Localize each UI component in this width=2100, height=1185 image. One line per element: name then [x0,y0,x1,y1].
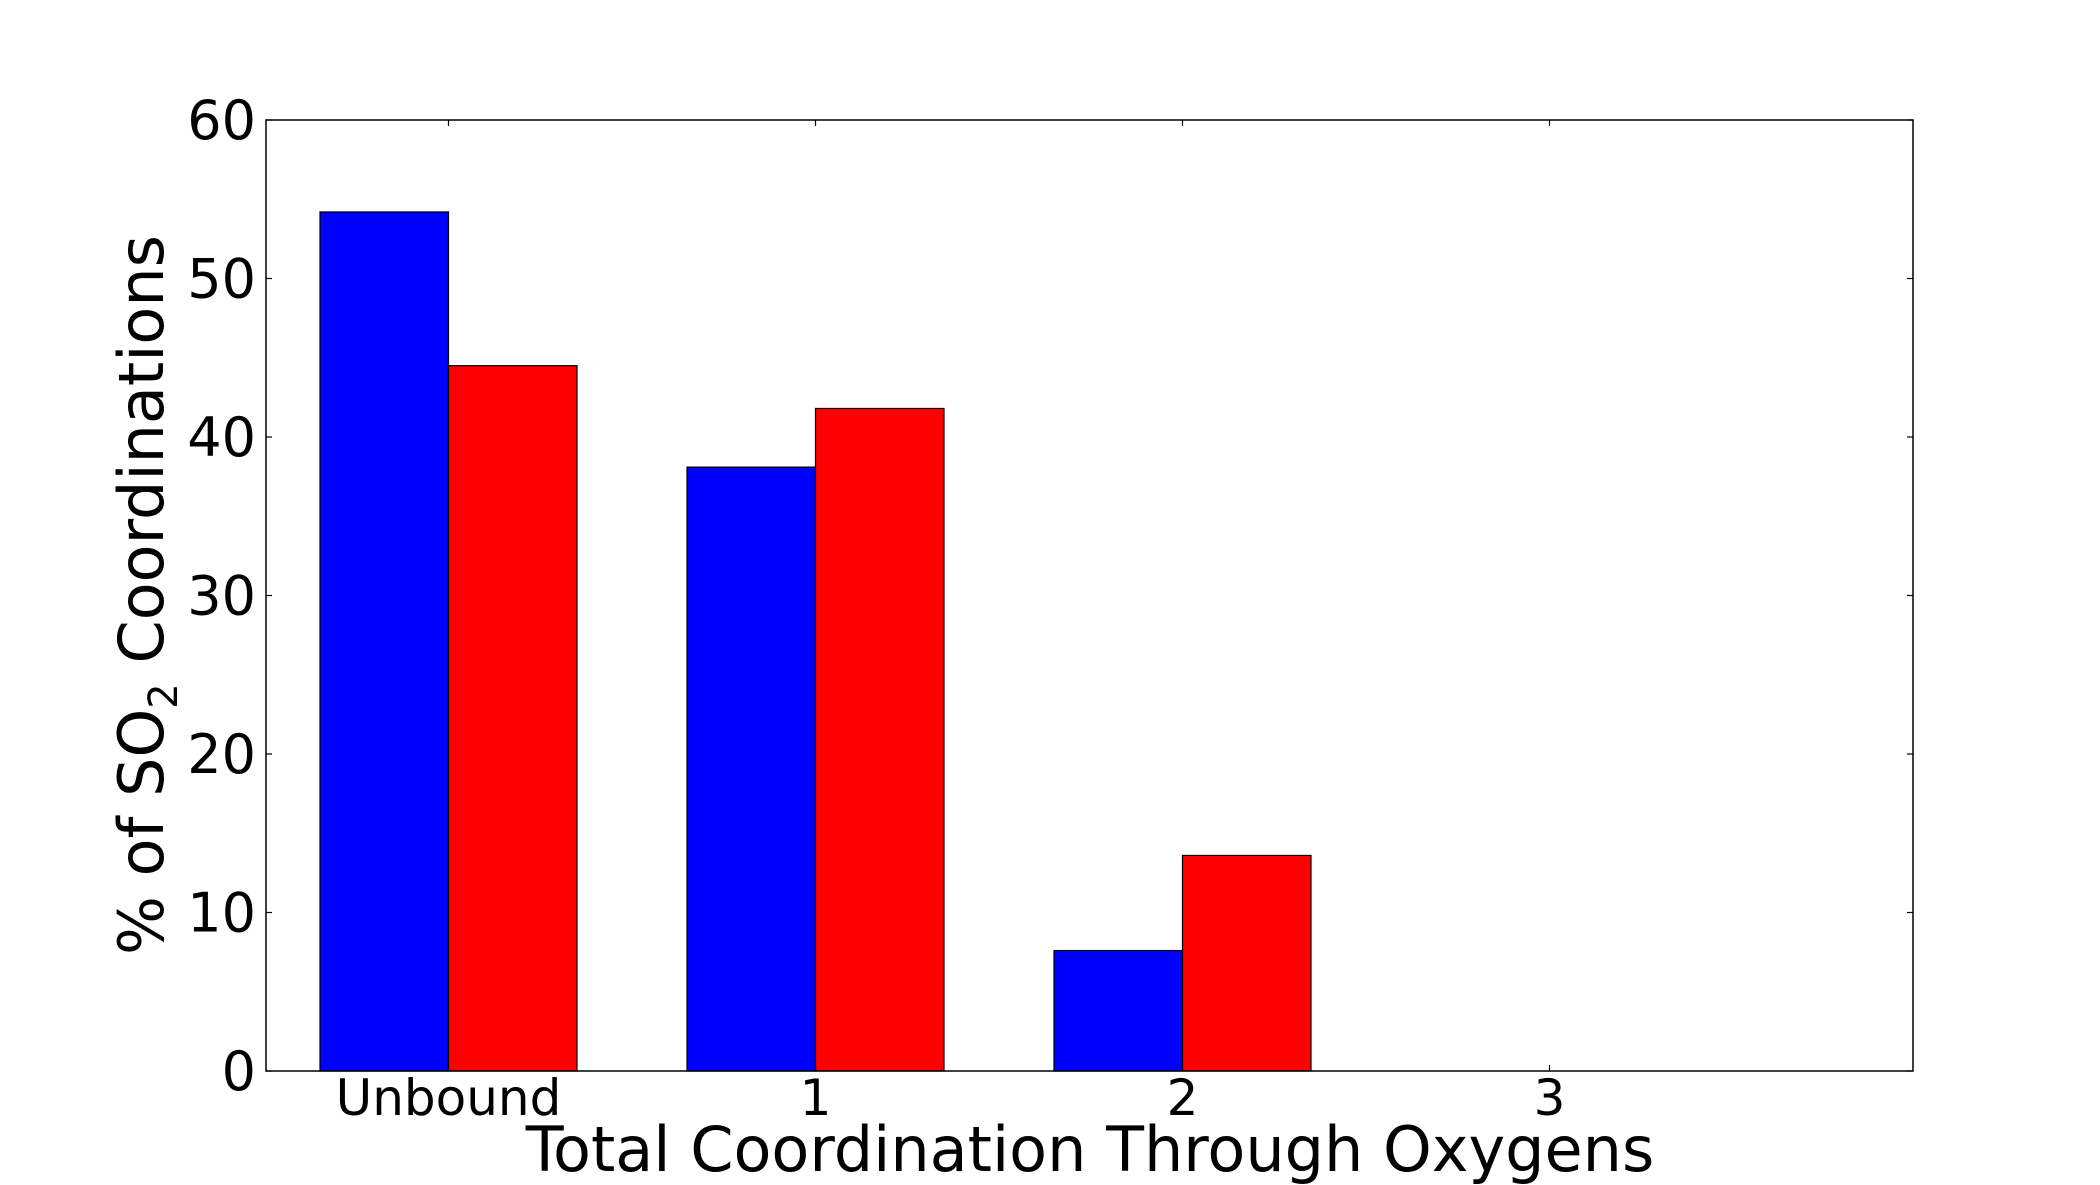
y-axis-title: % of SO2 Coordinations [105,235,187,955]
y-tick-label: 60 [187,89,256,152]
bar-2-2 [1181,854,1312,1072]
y-axis-title-subscript: 2 [141,683,187,708]
x-tick-label: 1 [800,1069,832,1127]
x-tick-label: 3 [1534,1069,1566,1127]
y-tick-label: 0 [222,1040,256,1103]
y-axis-title-main: % of SO [105,709,178,955]
plot-frame [265,119,1914,1072]
y-tick-label: 10 [187,882,256,945]
x-tick-label: Unbound [336,1069,562,1127]
y-axis-title-rest: Coordinations [105,235,178,683]
x-tick-label: 2 [1167,1069,1199,1127]
y-tick-label: 20 [187,723,256,786]
bar-1-unbound [319,211,450,1072]
bars-group [319,211,1312,1072]
bar-2-1 [814,407,945,1072]
bar-2-unbound [447,365,578,1072]
x-axis-title: Total Coordination Through Oxygens [525,1113,1655,1185]
y-tick-label: 50 [187,248,256,311]
bar-1-1 [686,466,817,1072]
bar-1-2 [1053,949,1184,1072]
y-tick-label: 30 [187,565,256,628]
y-tick-label: 40 [187,406,256,469]
